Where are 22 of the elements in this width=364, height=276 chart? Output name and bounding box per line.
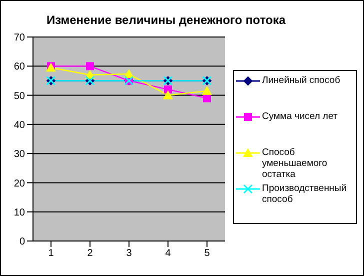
y-tick-label: 10 xyxy=(14,207,26,218)
point xyxy=(86,62,94,70)
point xyxy=(163,90,173,100)
point xyxy=(202,86,212,95)
chart-title: Изменение величины денежного потока xyxy=(45,13,287,27)
x-tick-label: 3 xyxy=(126,248,132,260)
y-tick-label: 20 xyxy=(14,178,26,190)
point xyxy=(164,85,172,94)
y-tick-label: 0 xyxy=(19,236,26,248)
legend-label: Производственный способ xyxy=(262,183,348,205)
y-tick-label: 50 xyxy=(14,90,26,102)
y-tick-label: 60 xyxy=(14,62,26,73)
legend-label: Сумма чисел лет xyxy=(262,111,338,122)
x-tick-label: 4 xyxy=(165,248,172,260)
y-tick-label: 70 xyxy=(14,32,26,44)
y-tick-label: 40 xyxy=(14,120,26,131)
x-tick-label: 1 xyxy=(48,248,54,260)
x-tick-label: 5 xyxy=(204,248,210,260)
legend-label: Способ уменьшаемого остатка xyxy=(262,147,328,180)
x-tick-label: 2 xyxy=(87,248,94,260)
legend-label: Линейный способ xyxy=(262,75,340,86)
y-tick-label: 30 xyxy=(14,149,26,160)
